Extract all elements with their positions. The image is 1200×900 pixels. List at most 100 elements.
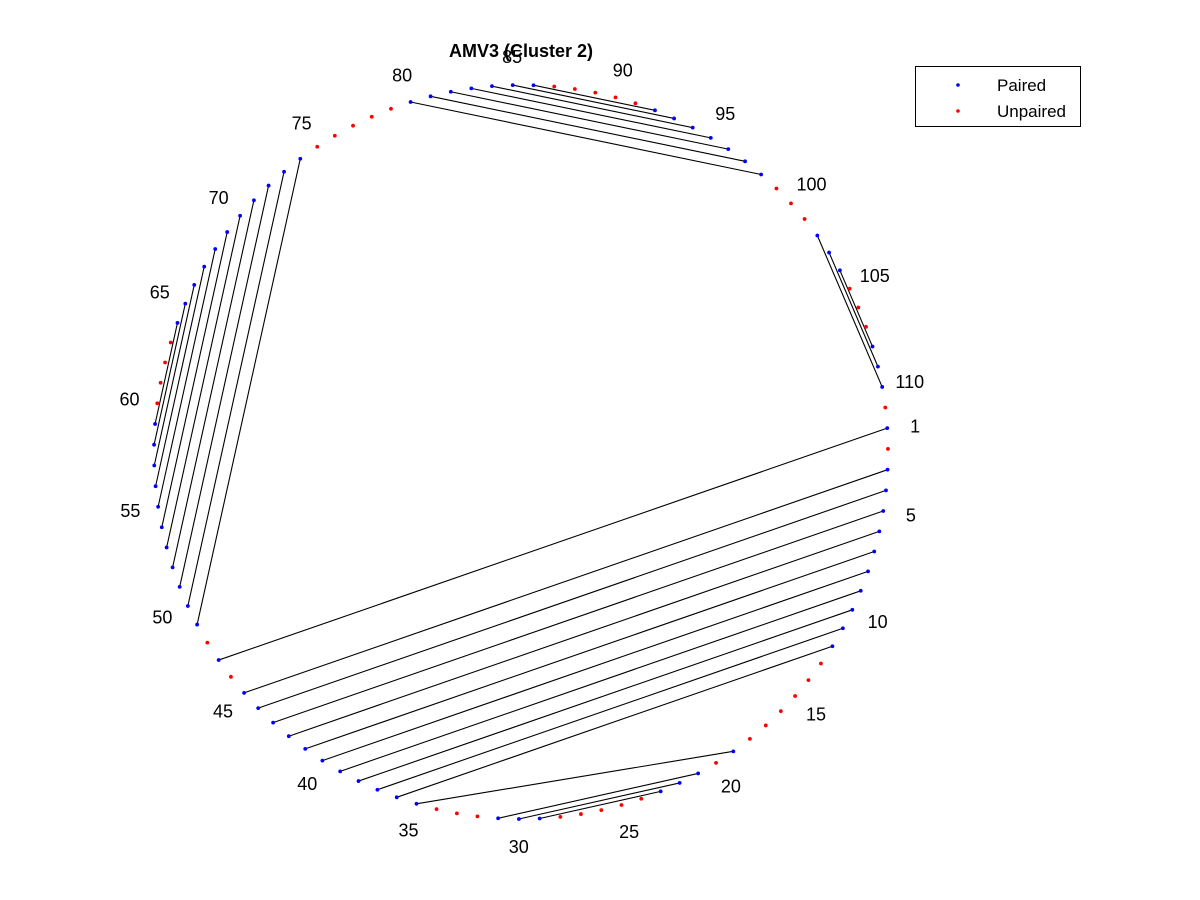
paired-nucleotide-dot xyxy=(708,135,713,140)
unpaired-nucleotide-dot xyxy=(748,736,752,741)
paired-nucleotide-dot xyxy=(153,422,157,426)
unpaired-nucleotide-dot xyxy=(168,340,173,345)
unpaired-nucleotide-dot xyxy=(774,186,779,191)
unpaired-nucleotide-dot xyxy=(763,723,768,728)
unpaired-nucleotide-dot xyxy=(434,807,439,812)
paired-nucleotide-dot xyxy=(159,525,164,530)
paired-nucleotide-dot xyxy=(448,89,453,94)
unpaired-nucleotide-dot xyxy=(369,114,374,119)
paired-nucleotide-dot xyxy=(885,426,890,431)
paired-nucleotide-dot xyxy=(303,746,308,751)
paired-nucleotide-dot xyxy=(837,268,842,273)
paired-nucleotide-dot xyxy=(677,781,682,785)
legend-unpaired-label: Unpaired xyxy=(997,102,1066,121)
unpaired-nucleotide-dot xyxy=(806,678,811,683)
position-label: 55 xyxy=(120,501,140,521)
position-label: 50 xyxy=(152,608,172,628)
position-label: 75 xyxy=(292,113,312,133)
paired-nucleotide-dot xyxy=(690,125,695,130)
base-pair-line xyxy=(339,590,861,772)
unpaired-nucleotide-dot xyxy=(229,674,233,679)
paired-nucleotide-dot xyxy=(170,565,175,570)
paired-nucleotide-dot xyxy=(858,588,863,593)
paired-nucleotide-dot xyxy=(510,83,515,87)
paired-nucleotide-dot xyxy=(496,816,501,821)
base-pair-line xyxy=(258,489,887,709)
unpaired-nucleotide-dot xyxy=(778,709,783,714)
base-pair-line xyxy=(288,530,880,737)
base-pair-line xyxy=(305,551,875,750)
base-pair-line xyxy=(155,266,205,487)
paired-nucleotide-dot xyxy=(242,690,247,695)
unpaired-nucleotide-dot xyxy=(163,360,167,365)
base-pair-line xyxy=(533,84,656,111)
base-pair-line xyxy=(218,427,888,661)
position-label: 110 xyxy=(895,372,924,392)
unpaired-nucleotide-dot xyxy=(389,106,393,111)
unpaired-nucleotide-dot xyxy=(579,812,583,816)
unpaired-nucleotide-dot xyxy=(572,87,577,91)
base-pair-line xyxy=(187,171,285,607)
position-label: 90 xyxy=(613,60,633,80)
paired-nucleotide-dot xyxy=(866,569,870,574)
paired-nucleotide-dot xyxy=(195,622,200,627)
paired-nucleotide-dot xyxy=(827,250,831,255)
base-pair-line xyxy=(272,510,884,724)
base-pair-line xyxy=(518,782,680,820)
unpaired-nucleotide-dot xyxy=(599,808,604,813)
paired-nucleotide-dot xyxy=(653,108,657,113)
paired-nucleotide-dot xyxy=(850,607,855,612)
paired-nucleotide-dot xyxy=(394,795,399,800)
position-labels: 1510152025303540455055606570758085909510… xyxy=(119,47,924,857)
position-label: 20 xyxy=(721,777,741,797)
paired-nucleotide-dot xyxy=(877,529,882,534)
base-pair-line xyxy=(153,284,195,466)
unpaired-nucleotide-dot xyxy=(864,324,868,329)
base-pair-line xyxy=(450,91,729,150)
paired-nucleotide-dot xyxy=(884,488,888,493)
position-label: 15 xyxy=(806,705,826,725)
paired-nucleotide-dot xyxy=(282,169,286,174)
paired-nucleotide-dot xyxy=(153,484,158,489)
base-pair-line xyxy=(539,790,661,820)
paired-nucleotide-dot xyxy=(298,156,303,161)
paired-nucleotide-dot xyxy=(880,385,885,389)
paired-nucleotide-dot xyxy=(726,147,731,152)
base-pair-line xyxy=(377,627,844,791)
position-label: 85 xyxy=(502,47,522,67)
paired-nucleotide-dot xyxy=(428,94,433,99)
paired-nucleotide-dot xyxy=(338,769,343,774)
paired-nucleotide-dot xyxy=(266,183,271,188)
base-pair-line xyxy=(416,750,734,805)
base-pair-line xyxy=(410,101,762,176)
paired-nucleotide-dot xyxy=(164,545,169,550)
paired-nucleotide-dot xyxy=(252,198,256,203)
paired-nucleotide-dot xyxy=(183,301,188,306)
base-pair-line xyxy=(491,85,693,129)
base-pair-line xyxy=(816,235,883,388)
paired-nucleotide-dot xyxy=(152,463,157,468)
paired-nucleotide-dot xyxy=(876,364,880,369)
position-label: 1 xyxy=(910,416,920,436)
base-pair-line xyxy=(430,95,746,162)
paired-nucleotide-dot xyxy=(202,264,207,269)
position-label: 10 xyxy=(868,612,888,632)
unpaired-nucleotide-dot xyxy=(593,90,598,95)
paired-nucleotide-dot xyxy=(225,230,230,234)
unpaired-nucleotide-dot xyxy=(454,811,459,816)
base-pair-line xyxy=(196,158,301,625)
unpaired-nucleotide-dot xyxy=(802,217,807,221)
unpaired-nucleotide-dot xyxy=(315,144,320,149)
base-pair-line xyxy=(396,645,833,798)
position-label: 35 xyxy=(398,821,418,841)
base-pair-line xyxy=(154,322,179,425)
paired-nucleotide-dot xyxy=(881,509,886,513)
paired-nucleotide-dot xyxy=(256,706,261,711)
paired-nucleotide-dot xyxy=(271,720,275,725)
paired-nucleotide-dot xyxy=(177,584,182,589)
base-pair-line xyxy=(828,252,879,367)
unpaired-nucleotide-dot xyxy=(205,640,210,645)
unpaired-nucleotide-dot xyxy=(332,133,337,138)
paired-nucleotide-dot xyxy=(870,344,875,349)
